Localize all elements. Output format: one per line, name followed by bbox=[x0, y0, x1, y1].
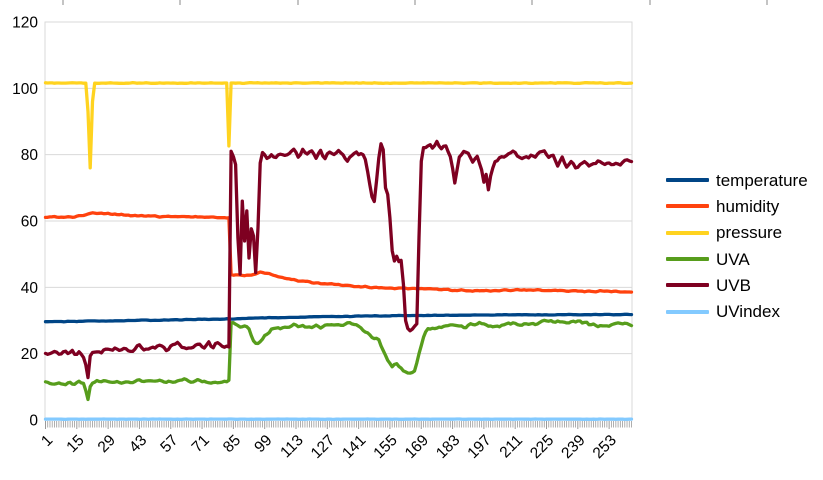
legend-item-uvindex: UVindex bbox=[666, 298, 808, 324]
x-axis-label: 85 bbox=[220, 432, 244, 456]
y-axis-label: 40 bbox=[21, 280, 39, 297]
legend-label-humidity: humidity bbox=[716, 196, 780, 216]
x-axis-label: 225 bbox=[527, 432, 557, 462]
chart-legend: temperature humidity pressure UVA UVB UV… bbox=[666, 167, 808, 325]
legend-label-temperature: temperature bbox=[716, 170, 808, 190]
legend-item-humidity: humidity bbox=[666, 193, 808, 219]
legend-item-temperature: temperature bbox=[666, 167, 808, 193]
y-axis-label: 0 bbox=[29, 413, 38, 430]
legend-label-uva: UVA bbox=[716, 249, 750, 269]
y-axis-label: 120 bbox=[12, 15, 38, 32]
x-axis-label: 239 bbox=[558, 432, 588, 462]
x-axis-label: 113 bbox=[277, 432, 306, 461]
series-line-temperature bbox=[43, 312, 634, 324]
legend-label-pressure: pressure bbox=[716, 223, 783, 243]
legend-label-uvb: UVB bbox=[716, 275, 751, 295]
x-axis-label: 57 bbox=[157, 432, 181, 456]
x-axis-label: 155 bbox=[370, 432, 400, 462]
x-axis-label: 197 bbox=[464, 432, 494, 462]
legend-swatch-temperature-icon bbox=[666, 178, 709, 183]
x-axis-label: 43 bbox=[126, 432, 150, 456]
x-axis-label: 127 bbox=[308, 432, 338, 462]
y-axis-label: 100 bbox=[12, 81, 38, 98]
y-axis-label: 80 bbox=[21, 147, 39, 164]
x-axis-label: 211 bbox=[497, 432, 526, 461]
legend-label-uvindex: UVindex bbox=[716, 302, 780, 322]
x-axis-label: 71 bbox=[189, 432, 213, 456]
legend-swatch-humidity-icon bbox=[666, 204, 709, 209]
x-axis-label: 183 bbox=[433, 432, 463, 462]
x-axis-label: 29 bbox=[95, 432, 119, 456]
series-line-humidity bbox=[43, 211, 634, 294]
series-line-UVA bbox=[43, 318, 634, 402]
legend-swatch-uvindex-icon bbox=[666, 309, 709, 314]
series-line-UVB bbox=[43, 139, 634, 380]
legend-item-uva: UVA bbox=[666, 246, 808, 272]
legend-swatch-uva-icon bbox=[666, 257, 709, 262]
series-line-pressure bbox=[43, 80, 634, 170]
legend-item-pressure: pressure bbox=[666, 220, 808, 246]
x-axis-label: 99 bbox=[251, 432, 275, 456]
x-axis-label: 1 bbox=[38, 432, 56, 450]
x-axis-label: 253 bbox=[590, 432, 620, 462]
x-axis-label: 169 bbox=[402, 432, 432, 462]
legend-swatch-uvb-icon bbox=[666, 283, 709, 288]
legend-item-uvb: UVB bbox=[666, 272, 808, 298]
y-axis-label: 20 bbox=[21, 346, 39, 363]
x-axis-label: 15 bbox=[63, 432, 87, 456]
legend-swatch-pressure-icon bbox=[666, 230, 709, 235]
y-axis-label: 60 bbox=[21, 214, 39, 231]
x-axis-label: 141 bbox=[339, 432, 369, 462]
